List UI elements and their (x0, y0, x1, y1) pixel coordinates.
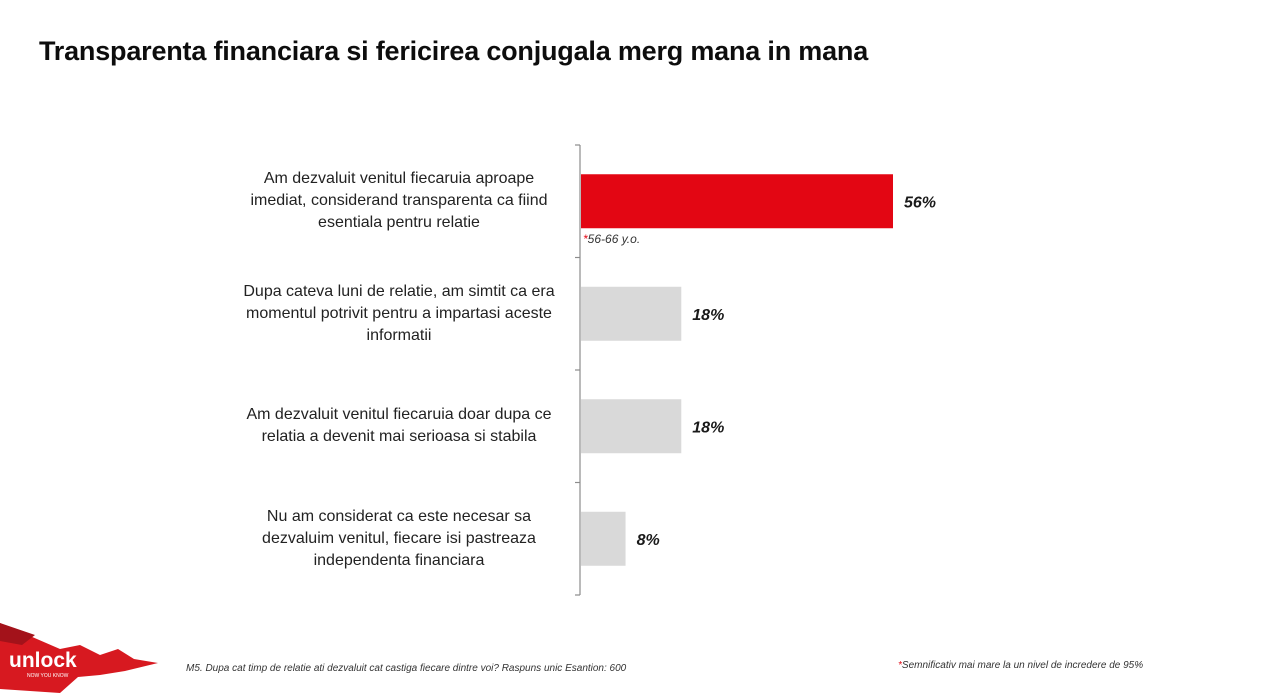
bar (581, 511, 626, 566)
significance-star: * (898, 660, 902, 671)
page-title: Transparenta financiara si fericirea con… (39, 36, 869, 66)
category-label: Am dezvaluit venitul fiecaruia aproape i… (250, 170, 548, 232)
significance-text: Semnificativ mai mare la un nivel de inc… (901, 660, 1144, 671)
data-label: 8% (637, 532, 660, 549)
category-label: Dupa cateva luni de relatie, am simtit c… (243, 282, 555, 344)
bar (581, 174, 893, 229)
bar-note: *56-66 y.o. (583, 232, 640, 246)
logo-tagline: NOW YOU KNOW (27, 673, 69, 679)
significance-note: *Semnificativ mai mare la un nivel de in… (898, 660, 1143, 671)
logo-wordmark: unlock (9, 649, 77, 672)
category-label: Am dezvaluit venitul fiecaruia doar dupa… (246, 406, 552, 446)
bar (581, 286, 682, 341)
data-label: 18% (692, 307, 724, 324)
data-label: 56% (904, 194, 936, 211)
bar-note-star: * (583, 232, 588, 246)
bar (581, 399, 682, 454)
unlock-logo: unlock NOW YOU KNOW (0, 623, 158, 693)
source-note: M5. Dupa cat timp de relatie ati dezvalu… (186, 663, 627, 674)
category-label: Nu am considerat ca este necesar sa dezv… (262, 507, 536, 569)
bar-note-text: 56-66 y.o. (587, 232, 641, 246)
data-label: 18% (692, 419, 724, 436)
